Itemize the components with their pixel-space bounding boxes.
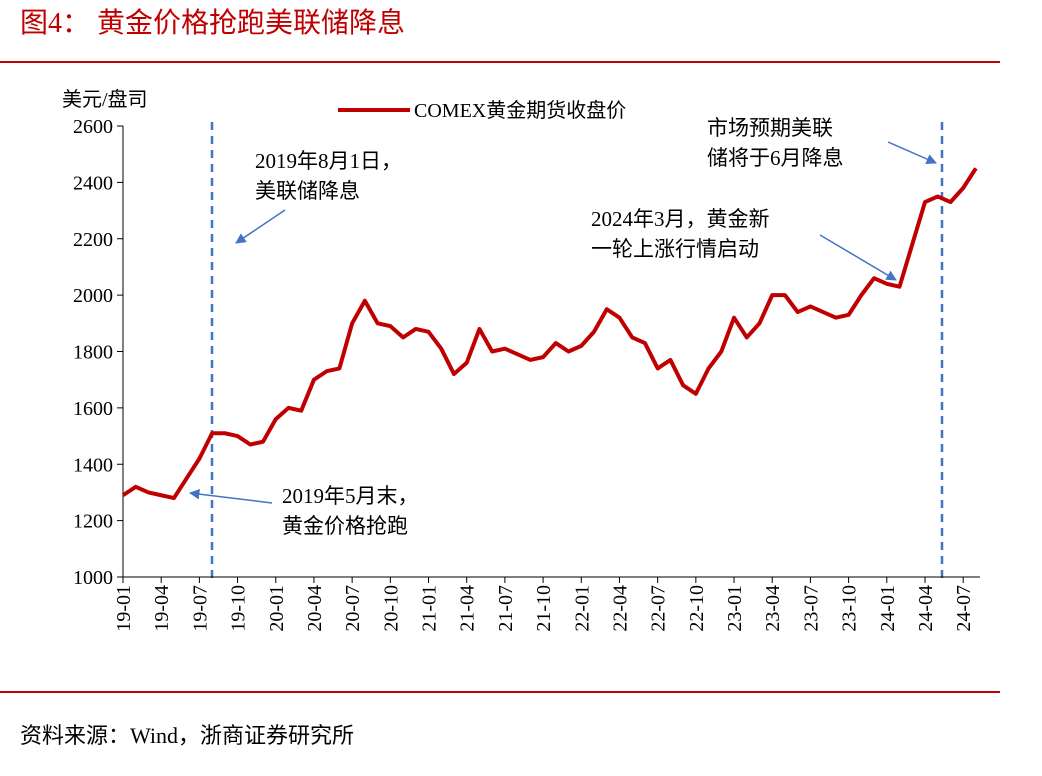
x-tick-label: 20-07 bbox=[342, 585, 364, 632]
x-tick-label: 24-07 bbox=[953, 585, 975, 632]
annotation: 美联储降息 bbox=[255, 179, 360, 203]
annotation: 储将于6月降息 bbox=[707, 146, 844, 170]
y-tick-label: 2400 bbox=[73, 172, 113, 194]
x-tick-label: 23-01 bbox=[724, 585, 746, 632]
y-tick-label: 1200 bbox=[73, 511, 113, 533]
arrows bbox=[188, 141, 937, 504]
x-tick-label: 19-04 bbox=[151, 585, 173, 632]
x-tick-label: 19-10 bbox=[228, 585, 250, 632]
x-tick-label: 19-01 bbox=[113, 585, 135, 632]
y-tick-label: 1000 bbox=[73, 567, 113, 589]
y-tick-label: 2600 bbox=[73, 116, 113, 138]
x-tick-label: 23-04 bbox=[762, 585, 784, 632]
legend-label: COMEX黄金期货收盘价 bbox=[414, 99, 626, 122]
x-tick-label: 22-04 bbox=[609, 585, 631, 632]
y-tick-label: 2000 bbox=[73, 285, 113, 307]
y-tick-label: 1400 bbox=[73, 454, 113, 476]
x-tick-label: 24-01 bbox=[877, 585, 899, 632]
x-tick-label: 21-01 bbox=[419, 585, 441, 632]
x-tick-label: 21-07 bbox=[495, 585, 517, 632]
x-tick-label: 21-04 bbox=[457, 585, 479, 632]
title: 图4： 黄金价格抢跑美联储降息 bbox=[20, 7, 405, 39]
x-tick-label: 20-01 bbox=[266, 585, 288, 632]
y-tick-label: 2200 bbox=[73, 229, 113, 251]
annotation: 2019年5月末， bbox=[282, 484, 419, 508]
price-line bbox=[121, 167, 978, 501]
source: 资料来源：Wind，浙商证券研究所 bbox=[20, 723, 354, 748]
annotation: 一轮上涨行情启动 bbox=[591, 237, 759, 261]
annotation: 2024年3月，黄金新 bbox=[591, 207, 770, 231]
x-tick-label: 23-07 bbox=[800, 585, 822, 632]
x-tick-label: 22-07 bbox=[648, 585, 670, 632]
y-tick-label: 1800 bbox=[73, 342, 113, 364]
annotation: 市场预期美联 bbox=[707, 116, 833, 140]
annotation: 黄金价格抢跑 bbox=[282, 514, 408, 538]
y-tick-label: 1600 bbox=[73, 398, 113, 420]
x-tick-label: 20-04 bbox=[304, 585, 326, 632]
x-tick-label: 20-10 bbox=[380, 585, 402, 632]
x-tick-label: 19-07 bbox=[189, 585, 211, 632]
x-tick-label: 24-04 bbox=[915, 585, 937, 632]
x-tick-label: 22-01 bbox=[571, 585, 593, 632]
x-tick-label: 21-10 bbox=[533, 585, 555, 632]
x-tick-label: 23-10 bbox=[839, 585, 861, 632]
x-tick-label: 22-10 bbox=[686, 585, 708, 632]
y-label: 美元/盘司 bbox=[62, 88, 148, 111]
annotation: 2019年8月1日， bbox=[255, 149, 402, 173]
